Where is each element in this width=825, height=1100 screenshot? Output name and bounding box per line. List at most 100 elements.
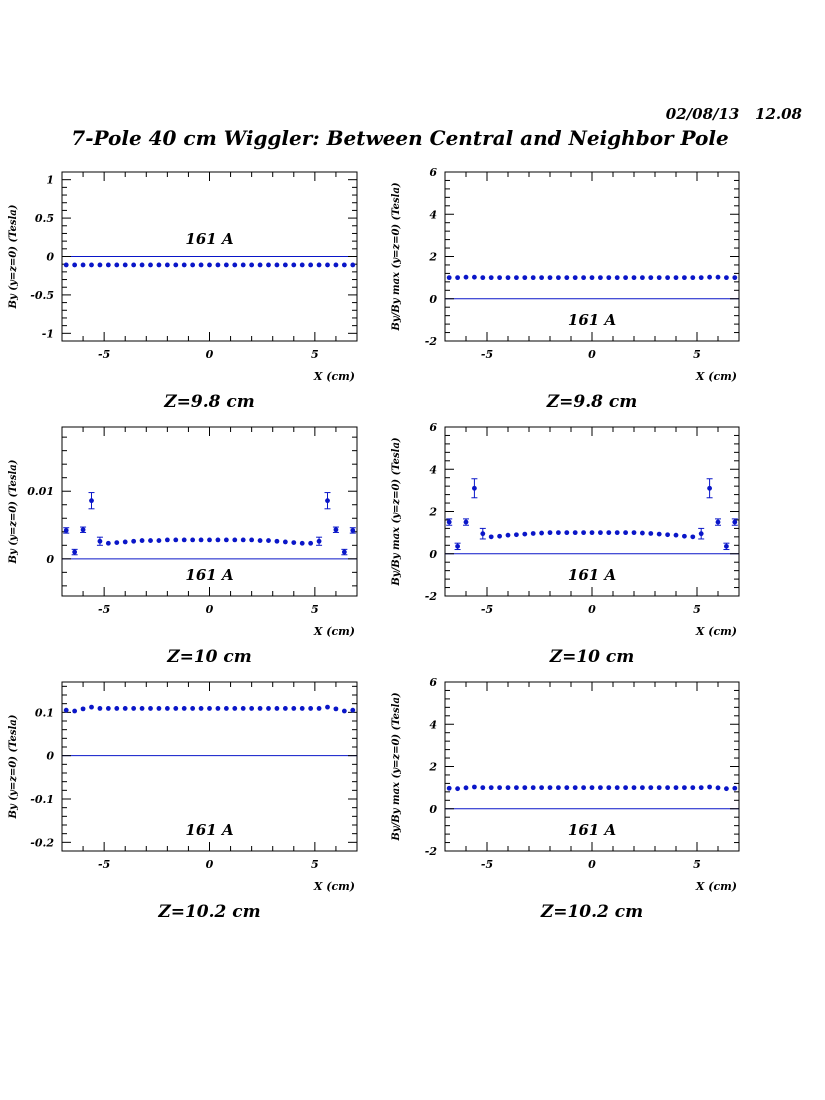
data-point — [139, 706, 145, 711]
data-point — [308, 540, 314, 546]
data-point — [97, 262, 103, 268]
data-point — [207, 262, 212, 268]
data-point — [350, 262, 356, 268]
data-point — [249, 706, 255, 711]
x-tick-label: 5 — [311, 603, 319, 616]
x-tick-label: 0 — [588, 858, 596, 871]
data-point — [724, 275, 729, 281]
data-point — [325, 704, 330, 710]
data-point — [274, 706, 280, 711]
data-point — [105, 262, 111, 268]
y-tick-label: -1 — [42, 327, 54, 340]
data-point — [472, 274, 477, 280]
x-tick-label: 0 — [206, 348, 214, 361]
data-point — [291, 706, 297, 711]
data-point — [139, 538, 145, 543]
data-point — [131, 262, 137, 268]
x-axis-label: X (cm) — [695, 625, 737, 638]
y-tick-label: 0.1 — [35, 706, 54, 719]
data-point — [556, 785, 561, 791]
data-point — [547, 275, 553, 281]
data-point — [164, 537, 170, 543]
data-point — [707, 784, 712, 790]
annotation-label: 161 A — [185, 566, 233, 584]
data-point — [698, 531, 704, 537]
data-point — [291, 540, 297, 545]
x-tick-label: -5 — [98, 858, 110, 871]
data-point — [564, 530, 570, 536]
y-tick-label: -2 — [425, 845, 438, 858]
data-point — [698, 275, 704, 281]
data-point — [282, 539, 288, 545]
y-tick-label: 0 — [46, 553, 54, 566]
y-tick-label: 4 — [429, 208, 437, 221]
data-point — [156, 706, 162, 711]
y-tick-label: 1 — [46, 174, 54, 187]
panel-caption: Z=10 cm — [166, 647, 252, 667]
data-point — [257, 262, 263, 268]
data-point — [215, 537, 221, 543]
data-point — [190, 706, 196, 711]
data-point — [707, 485, 712, 491]
data-point — [455, 543, 460, 549]
data-point — [72, 708, 78, 714]
data-point — [673, 275, 679, 281]
x-axis-label: X (cm) — [313, 880, 355, 893]
data-point — [148, 538, 153, 543]
y-axis-label: By (y=z=0) (Tesla) — [8, 714, 19, 819]
data-point — [530, 785, 536, 791]
data-point — [564, 785, 570, 791]
data-point — [698, 785, 704, 791]
y-tick-label: 2 — [428, 761, 437, 774]
data-point — [623, 275, 628, 281]
chart-panel: -5 0 5 -2 0 2 4 6 By/By max (y=z=0) (Tesla) X (cm… — [391, 421, 740, 667]
data-point — [614, 275, 620, 281]
data-point — [556, 530, 561, 536]
data-point — [640, 275, 645, 281]
y-tick-label: -0.1 — [30, 793, 54, 806]
data-point — [682, 533, 687, 539]
data-point — [514, 785, 519, 791]
chart-panel: -5 0 5 -2 0 2 4 6 By/By max (y=z=0) (Tesla) X (cm… — [391, 676, 740, 922]
y-tick-label: -2 — [425, 590, 438, 603]
data-point — [581, 785, 586, 791]
x-tick-label: -5 — [481, 348, 493, 361]
data-point — [589, 275, 595, 281]
x-tick-label: 5 — [311, 858, 319, 871]
y-tick-label: -0.5 — [30, 289, 54, 302]
data-point — [105, 540, 111, 546]
data-point — [232, 537, 238, 543]
data-point — [333, 706, 339, 712]
x-axis-label: X (cm) — [313, 625, 355, 638]
data-point — [257, 706, 263, 711]
data-point — [732, 519, 738, 525]
annotation-label: 161 A — [185, 821, 233, 839]
data-point — [505, 275, 511, 281]
data-point — [505, 785, 511, 791]
y-tick-label: 4 — [429, 718, 437, 731]
data-point — [715, 274, 721, 280]
data-point — [232, 262, 238, 268]
data-point — [333, 262, 339, 268]
data-point — [240, 537, 246, 543]
data-point — [581, 275, 586, 281]
data-point — [266, 538, 271, 543]
annotation-label: 161 A — [185, 230, 233, 248]
data-point — [732, 275, 738, 281]
data-point — [547, 785, 553, 791]
data-point — [707, 274, 712, 280]
data-point — [207, 706, 212, 711]
x-tick-label: 5 — [693, 348, 701, 361]
y-tick-label: 0 — [429, 803, 437, 816]
data-point — [156, 262, 162, 268]
data-point — [656, 275, 662, 281]
data-point — [240, 706, 246, 711]
data-point — [299, 540, 305, 546]
panel-caption: Z=10.2 cm — [157, 902, 260, 922]
data-point — [665, 785, 670, 791]
x-axis-label: X (cm) — [313, 370, 355, 383]
data-point — [673, 532, 679, 538]
data-point — [131, 538, 137, 544]
chart-panel: -5 0 5 -0.2 -0.1 0 0.1 By (y=z=0) (Tesla) X (cm)… — [8, 681, 358, 922]
